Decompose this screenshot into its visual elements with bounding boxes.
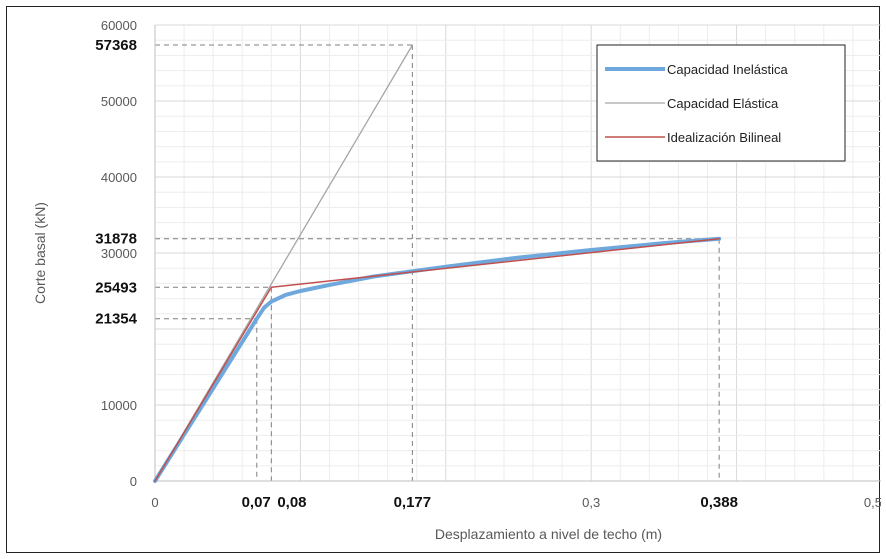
chart-frame: 0 10000 21354 25493 30000 31878 40000 50000 5736… xyxy=(6,6,881,553)
x-tick-labels: 0 0,07 0,08 0,177 0,3 0,388 0,5 xyxy=(151,494,881,511)
y-tick-label: 0 xyxy=(130,474,137,489)
y-tick-label: 40000 xyxy=(101,170,137,185)
y-tick-label: 25493 xyxy=(95,279,137,296)
legend: Capacidad Inelástica Capacidad Elástica Id… xyxy=(596,44,846,162)
axes xyxy=(154,25,881,482)
x-tick-label: 0,5 xyxy=(864,495,881,510)
x-tick-label: 0,08 xyxy=(277,494,306,511)
x-tick-label: 0,388 xyxy=(700,494,738,511)
grid xyxy=(154,24,881,482)
reference-lines xyxy=(155,44,720,481)
y-tick-label: 30000 xyxy=(101,246,137,261)
y-tick-label: 57368 xyxy=(95,37,137,54)
x-axis-title: Desplazamiento a nivel de techo (m) xyxy=(435,526,662,542)
y-tick-label: 21354 xyxy=(95,311,137,328)
x-tick-label: 0,07 xyxy=(242,494,271,511)
y-tick-label: 31878 xyxy=(95,231,137,248)
y-tick-label: 10000 xyxy=(101,398,137,413)
y-tick-label: 60000 xyxy=(101,18,137,33)
x-tick-label: 0,177 xyxy=(394,494,432,511)
x-tick-label: 0 xyxy=(151,495,158,510)
legend-label-2: Capacidad Elástica xyxy=(667,96,779,111)
y-tick-label: 50000 xyxy=(101,94,137,109)
series-line-1 xyxy=(153,236,722,483)
series-line-3 xyxy=(154,237,720,482)
y-axis-title: Corte basal (kN) xyxy=(32,202,48,304)
series-lines xyxy=(153,44,722,483)
x-tick-label: 0,3 xyxy=(582,495,600,510)
legend-label-1: Capacidad Inelástica xyxy=(667,62,788,77)
legend-label-3: Idealización Bilineal xyxy=(667,130,781,145)
